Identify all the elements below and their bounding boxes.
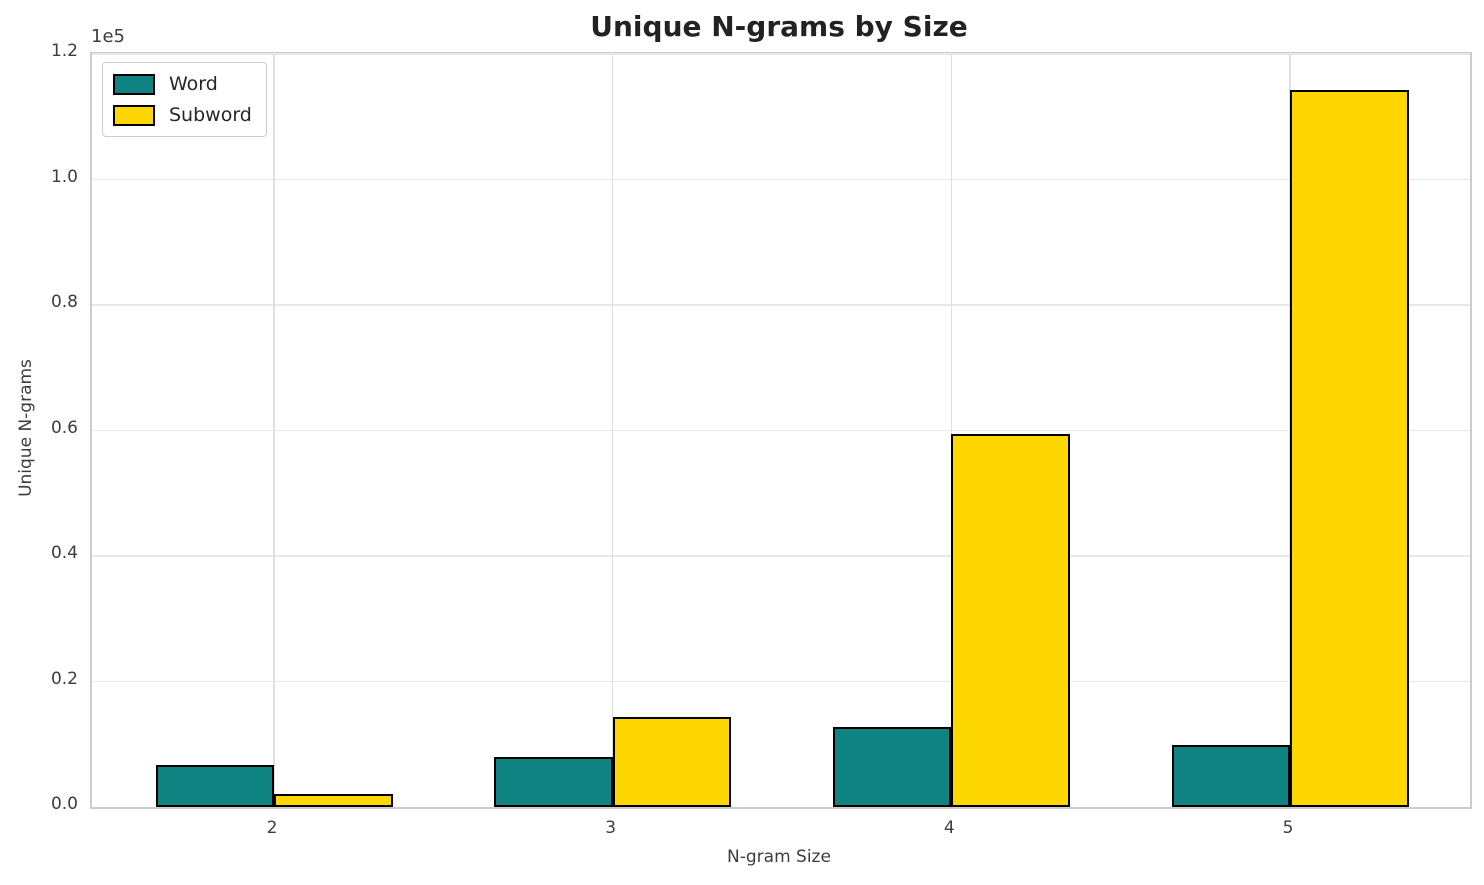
y-tick-label: 0.6 [50,417,78,438]
y-tick-label: 0.8 [50,292,78,312]
y-tick-label: 0.4 [50,543,78,563]
legend-entry-subword: Subword [113,104,252,126]
bar-word-5 [1171,744,1290,807]
bar-subword-3 [612,716,732,807]
x-tick-label: 4 [943,818,955,838]
y-tick-label: 0.0 [50,794,78,814]
y-tick-label: 1.2 [50,41,78,61]
x-tick-label: 5 [1282,818,1294,838]
x-tick-label: 3 [605,818,617,838]
gridline [92,178,1470,181]
bar-subword-5 [1290,89,1409,807]
y-tick-label: 0.2 [50,668,78,689]
chart-title: Unique N-grams by Size [590,10,968,43]
word-series-swatch [113,73,155,95]
gridline [92,53,1470,55]
bar-word-4 [832,726,952,807]
bar-subword-2 [274,793,393,807]
gridline [611,54,614,807]
bar-word-2 [155,764,274,807]
bar-word-3 [494,756,613,807]
bar-subword-4 [951,434,1070,807]
x-axis-label: N-gram Size [727,847,831,867]
subword-series-swatch [113,104,155,126]
legend-label-word: Word [169,73,218,95]
y-axis-offset-label: 1e5 [91,26,125,47]
x-tick-label: 2 [266,818,278,838]
gridline [92,555,1470,557]
plot-area: Word Subword [90,52,1472,809]
gridline [92,680,1470,683]
gridline [950,54,953,807]
legend-label-subword: Subword [169,104,252,126]
gridline [273,54,275,807]
y-tick-label: 1.0 [50,166,78,187]
legend: Word Subword [102,62,267,137]
legend-entry-word: Word [113,73,252,95]
gridline [92,429,1470,432]
gridline [92,304,1470,306]
